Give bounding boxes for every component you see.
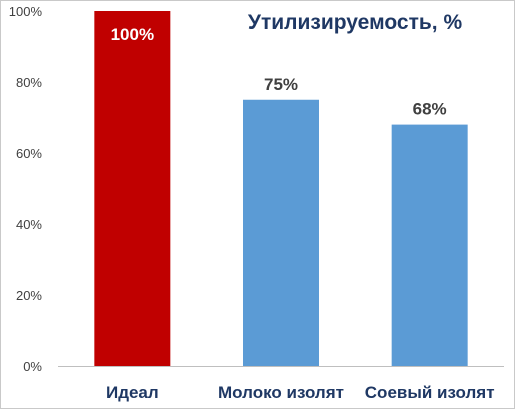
y-tick-label: 80% — [16, 75, 42, 90]
y-tick-label: 0% — [23, 359, 42, 374]
bar — [243, 99, 319, 366]
data-labels: 100% 75% 68% — [111, 25, 447, 119]
data-label: 75% — [264, 75, 298, 94]
data-label: 100% — [111, 25, 154, 44]
chart-title: Утилизируемость, % — [248, 11, 463, 34]
bars — [94, 11, 468, 366]
y-axis-tick-labels: 0% 20% 40% 60% 80% 100% — [9, 4, 43, 374]
category-label: Молоко изолят — [218, 383, 344, 402]
y-tick-label: 20% — [16, 288, 42, 303]
data-label: 68% — [413, 100, 447, 119]
y-tick-label: 60% — [16, 146, 42, 161]
y-tick-label: 100% — [9, 4, 43, 19]
bar — [94, 11, 171, 366]
x-axis-category-labels: Идеал Молоко изолят Соевый изолят — [106, 383, 495, 402]
category-label: Идеал — [106, 383, 159, 402]
y-tick-label: 40% — [16, 217, 42, 232]
category-label: Соевый изолят — [365, 383, 495, 402]
bar — [391, 124, 468, 366]
